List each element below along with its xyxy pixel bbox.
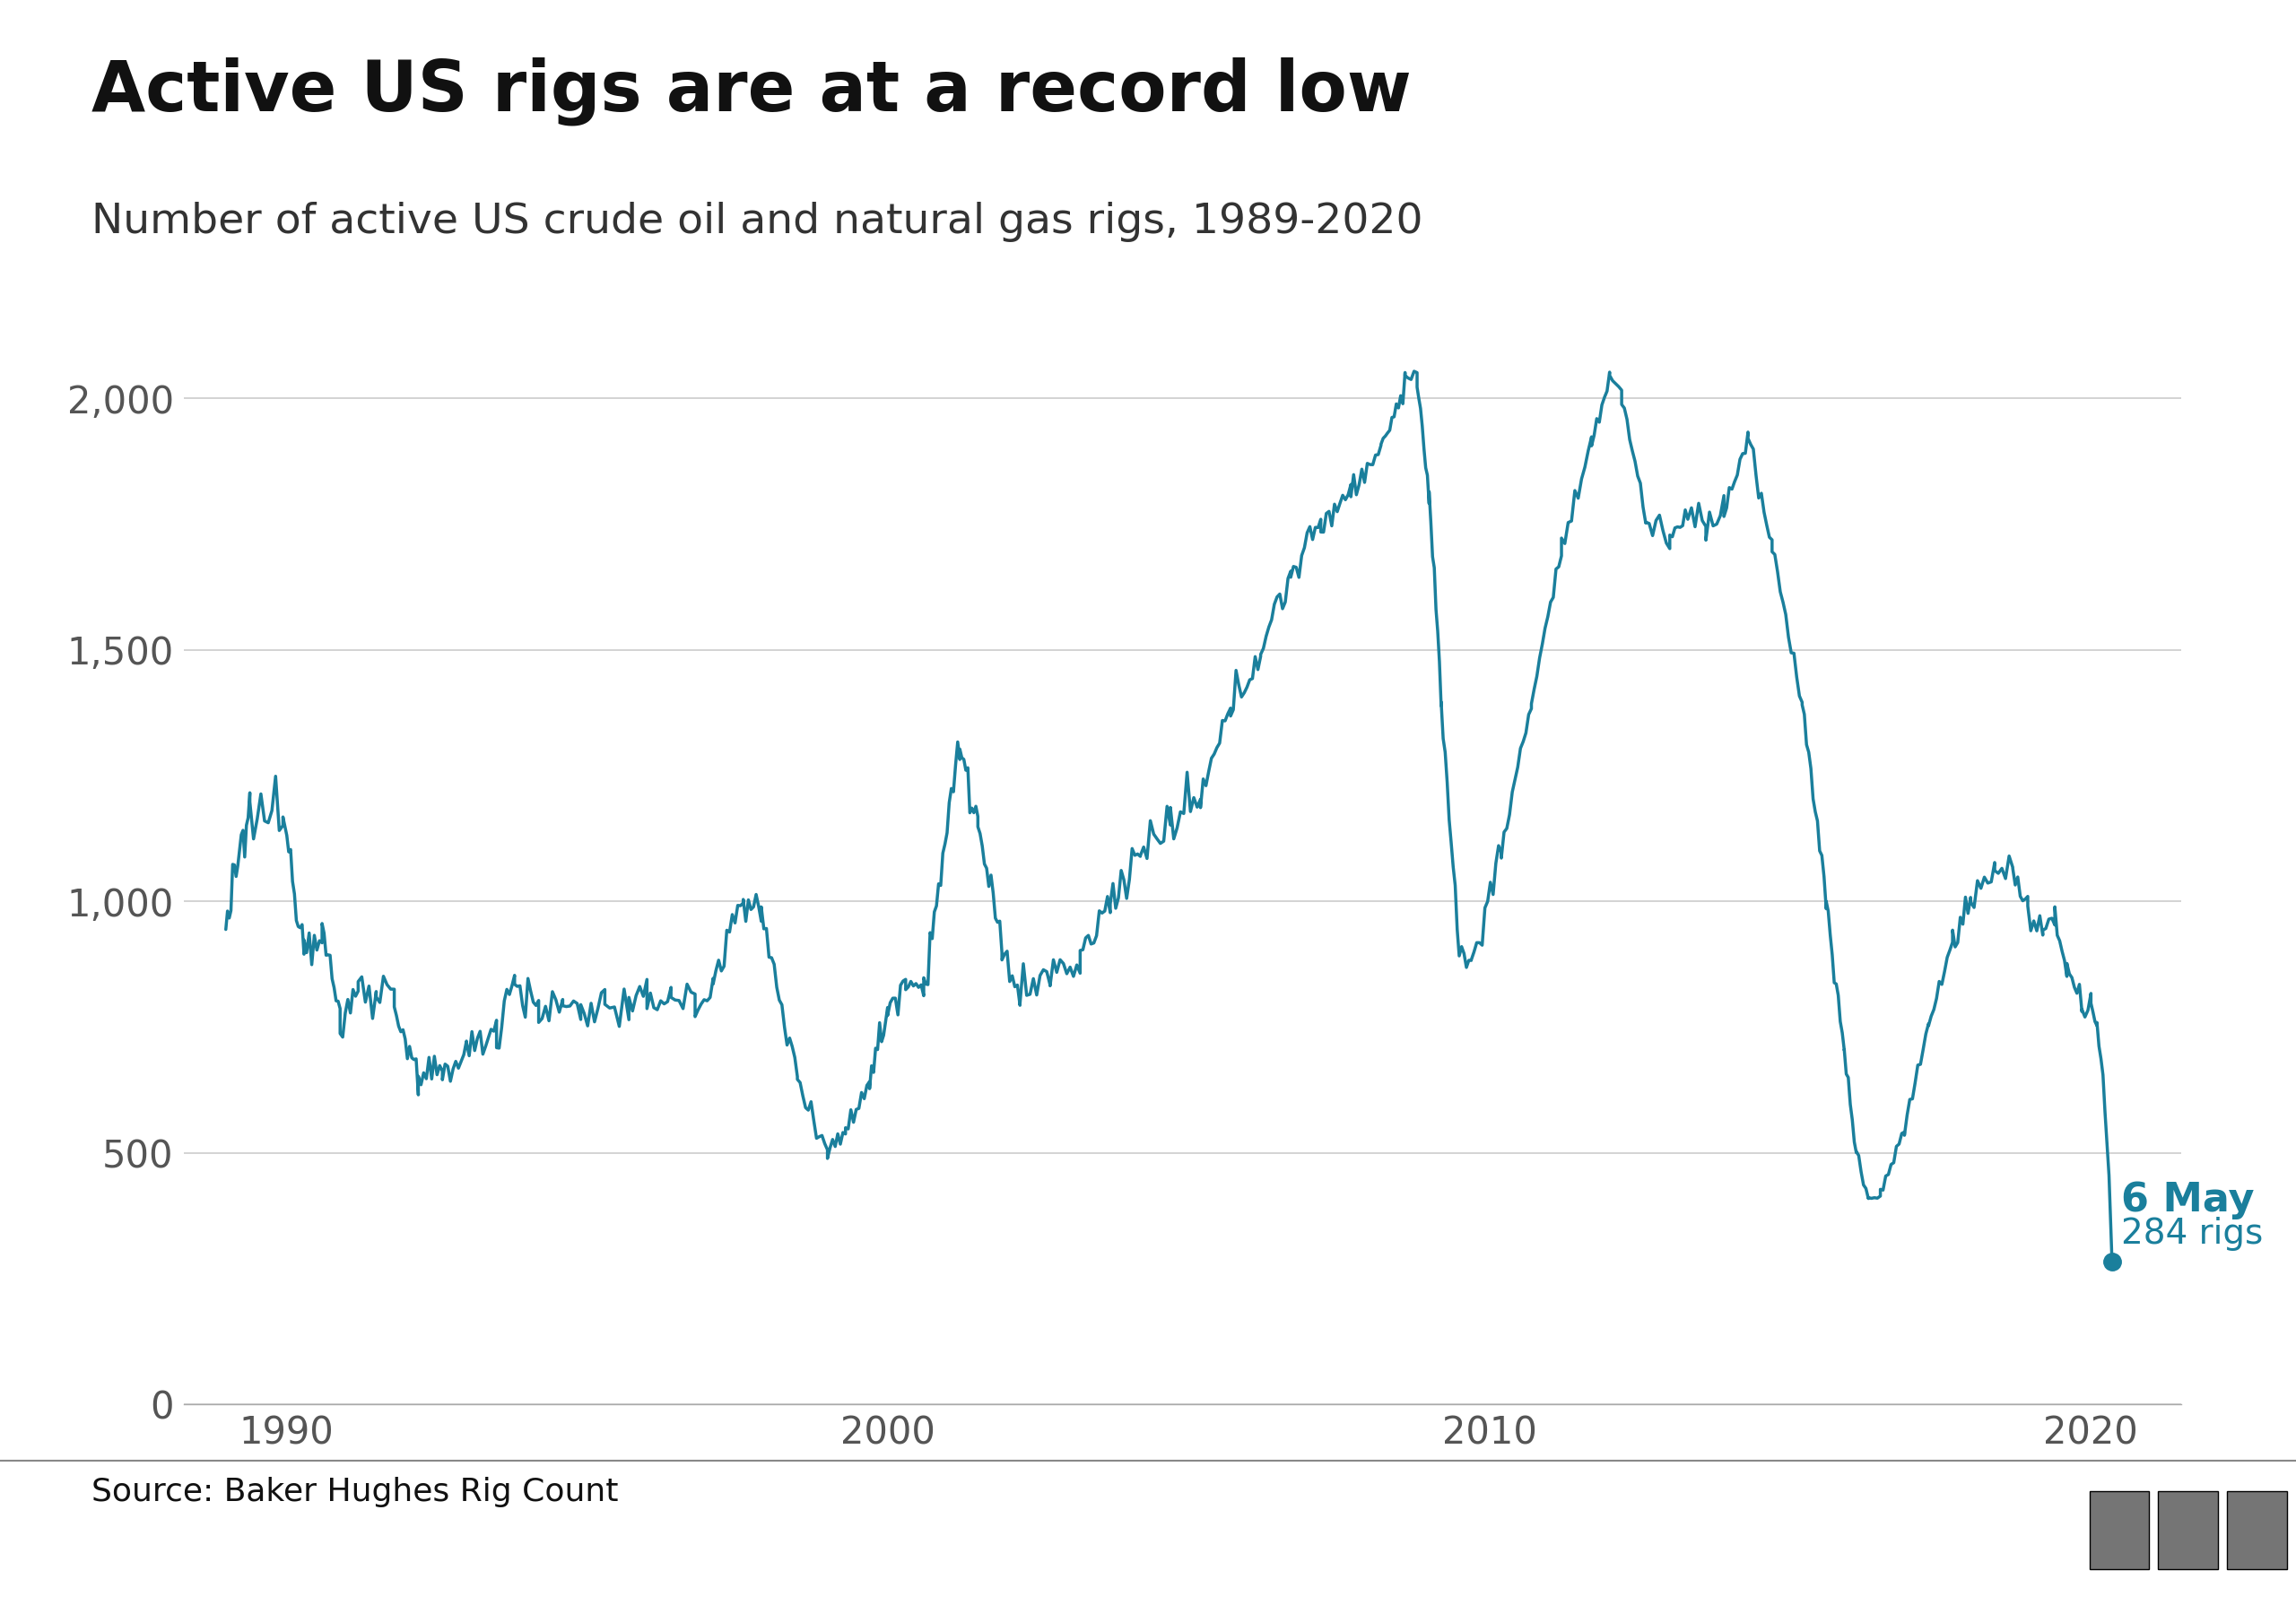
Text: 284 rigs: 284 rigs [2122,1217,2264,1251]
Text: B: B [2108,1516,2131,1545]
Text: Source: Baker Hughes Rig Count: Source: Baker Hughes Rig Count [92,1477,618,1507]
Text: 6 May: 6 May [2122,1180,2255,1219]
Text: B: B [2177,1516,2200,1545]
Text: C: C [2245,1516,2268,1545]
Text: Active US rigs are at a record low: Active US rigs are at a record low [92,56,1412,126]
Text: Number of active US crude oil and natural gas rigs, 1989-2020: Number of active US crude oil and natura… [92,202,1424,242]
